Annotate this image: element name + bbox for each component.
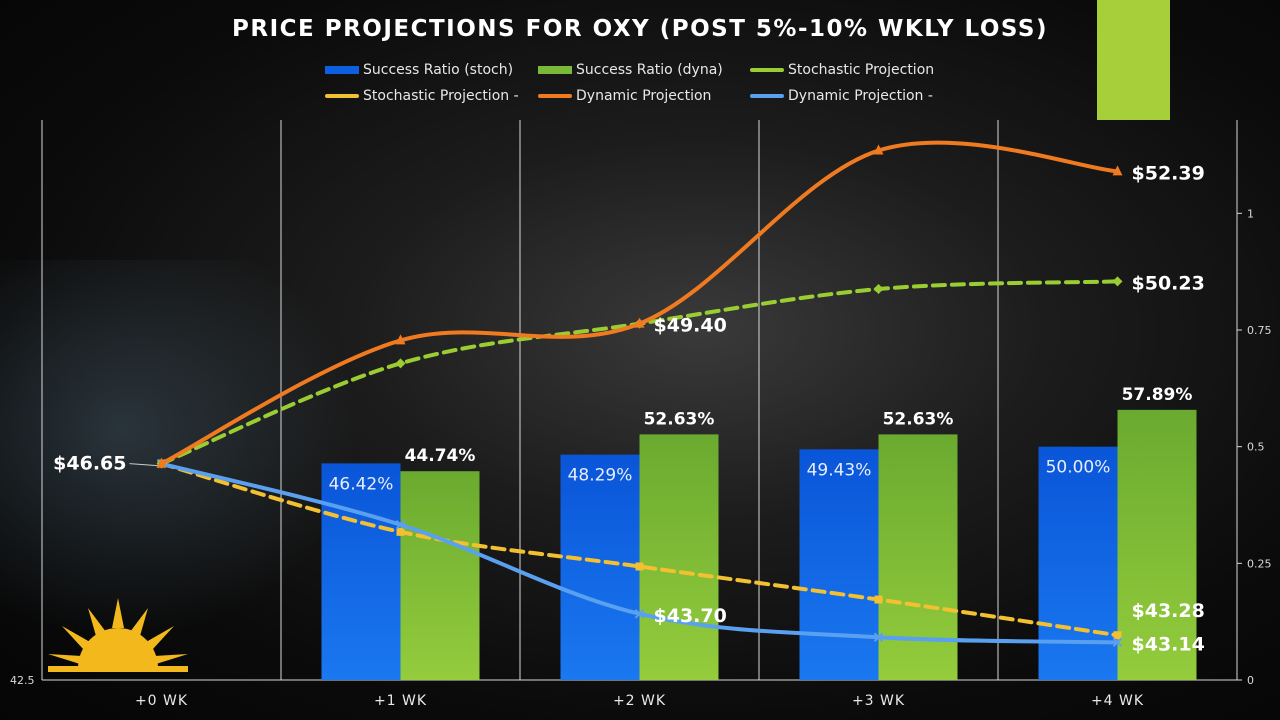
legend-swatch [538,66,572,74]
line-data-label: $43.28 [1132,600,1205,622]
line-marker [1112,276,1123,287]
line-data-label: $46.65 [53,453,126,475]
bar-data-label: 49.43% [807,460,872,480]
line-stochastic-projection- [159,461,1120,638]
bar-success-stoch [1038,446,1118,680]
legend-label: Stochastic Projection [788,62,935,78]
line-marker [873,632,884,642]
legend-label: Dynamic Projection [576,88,712,104]
legend-item-stoch-proj: Stochastic Projection [750,62,934,78]
line-marker [395,520,406,530]
line-marker [395,334,406,345]
legend-item-stoch-ratio: Success Ratio (stoch) [325,62,513,78]
bar-success-dyna [1117,409,1197,680]
legend-label: Stochastic Projection - [363,88,519,104]
bar-success-stoch [321,463,401,680]
bar-data-label: 44.74% [405,446,476,466]
x-axis-tick-label: +0 WK [135,693,188,709]
bar-success-dyna [400,471,480,680]
line-marker [873,284,884,295]
legend-label: Dynamic Projection - [788,88,933,104]
line-marker [634,609,645,619]
right-axis-tick-label: 0 [1247,674,1254,687]
line-marker [1113,631,1122,640]
legend-item-dyna-ratio: Success Ratio (dyna) [538,62,723,78]
line-marker [873,144,884,155]
x-axis-tick-label: +2 WK [613,693,666,709]
legend-swatch [750,68,784,72]
legend-swatch [325,94,359,98]
line-marker [1112,637,1123,648]
bar-data-label: 52.63% [644,409,715,429]
line-dynamic-projection [159,140,1120,466]
line-marker [1112,165,1123,176]
x-axis-tick-label: +3 WK [852,693,905,709]
line-marker [395,358,406,369]
label-leader-line [129,463,158,467]
left-axis-tick-label: 42.5 [10,674,35,687]
bar-data-label: 46.42% [329,474,394,494]
right-axis-tick-label: 0.25 [1247,557,1272,570]
bar-success-stoch [799,449,879,680]
line-data-label: $50.23 [1132,272,1205,294]
right-axis-tick-label: 0.5 [1247,441,1265,454]
bar-success-dyna [639,434,719,680]
line-marker [874,595,883,604]
line-data-label: $43.70 [654,605,727,627]
accent-block [1097,0,1170,120]
legend-item-dyn-proj: Dynamic Projection [538,88,711,104]
x-axis-tick-label: +1 WK [374,693,427,709]
line-data-label: $52.39 [1132,162,1205,184]
line-marker [156,457,167,468]
x-axis-tick-label: +4 WK [1091,693,1144,709]
line-data-label: $43.14 [1132,633,1205,655]
legend-swatch [538,94,572,98]
background-glow [0,260,360,640]
sun-logo-icon [48,598,188,672]
bar-data-label: 57.89% [1122,385,1193,405]
line-marker [635,562,644,571]
legend-item-dyn-proj-minus: Dynamic Projection - [750,88,933,104]
line-marker [396,527,405,536]
line-marker [634,317,645,328]
bar-success-dyna [878,434,958,680]
legend-swatch [325,66,359,74]
legend-swatch [750,94,784,98]
chart-title: PRICE PROJECTIONS FOR OXY (POST 5%-10% W… [232,16,1048,42]
legend-label: Success Ratio (dyna) [576,62,723,78]
legend-label: Success Ratio (stoch) [363,62,514,78]
right-axis-tick-label: 0.75 [1247,324,1272,337]
bar-data-label: 52.63% [883,409,954,429]
line-data-label: $49.40 [654,315,727,337]
bar-success-stoch [560,454,640,680]
bar-data-label: 50.00% [1046,458,1111,478]
bar-data-label: 48.29% [568,466,633,486]
right-axis-tick-label: 1 [1247,207,1254,220]
legend-item-stoch-proj-minus: Stochastic Projection - [325,88,519,104]
